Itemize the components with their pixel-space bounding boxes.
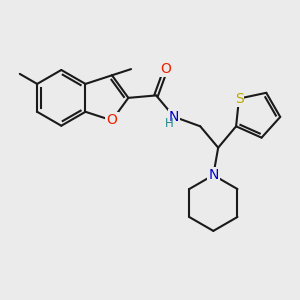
Text: N: N — [208, 168, 218, 182]
Text: O: O — [106, 113, 117, 128]
Text: H: H — [165, 117, 174, 130]
Text: S: S — [235, 92, 243, 106]
Text: N: N — [169, 110, 179, 124]
Text: O: O — [160, 62, 171, 76]
